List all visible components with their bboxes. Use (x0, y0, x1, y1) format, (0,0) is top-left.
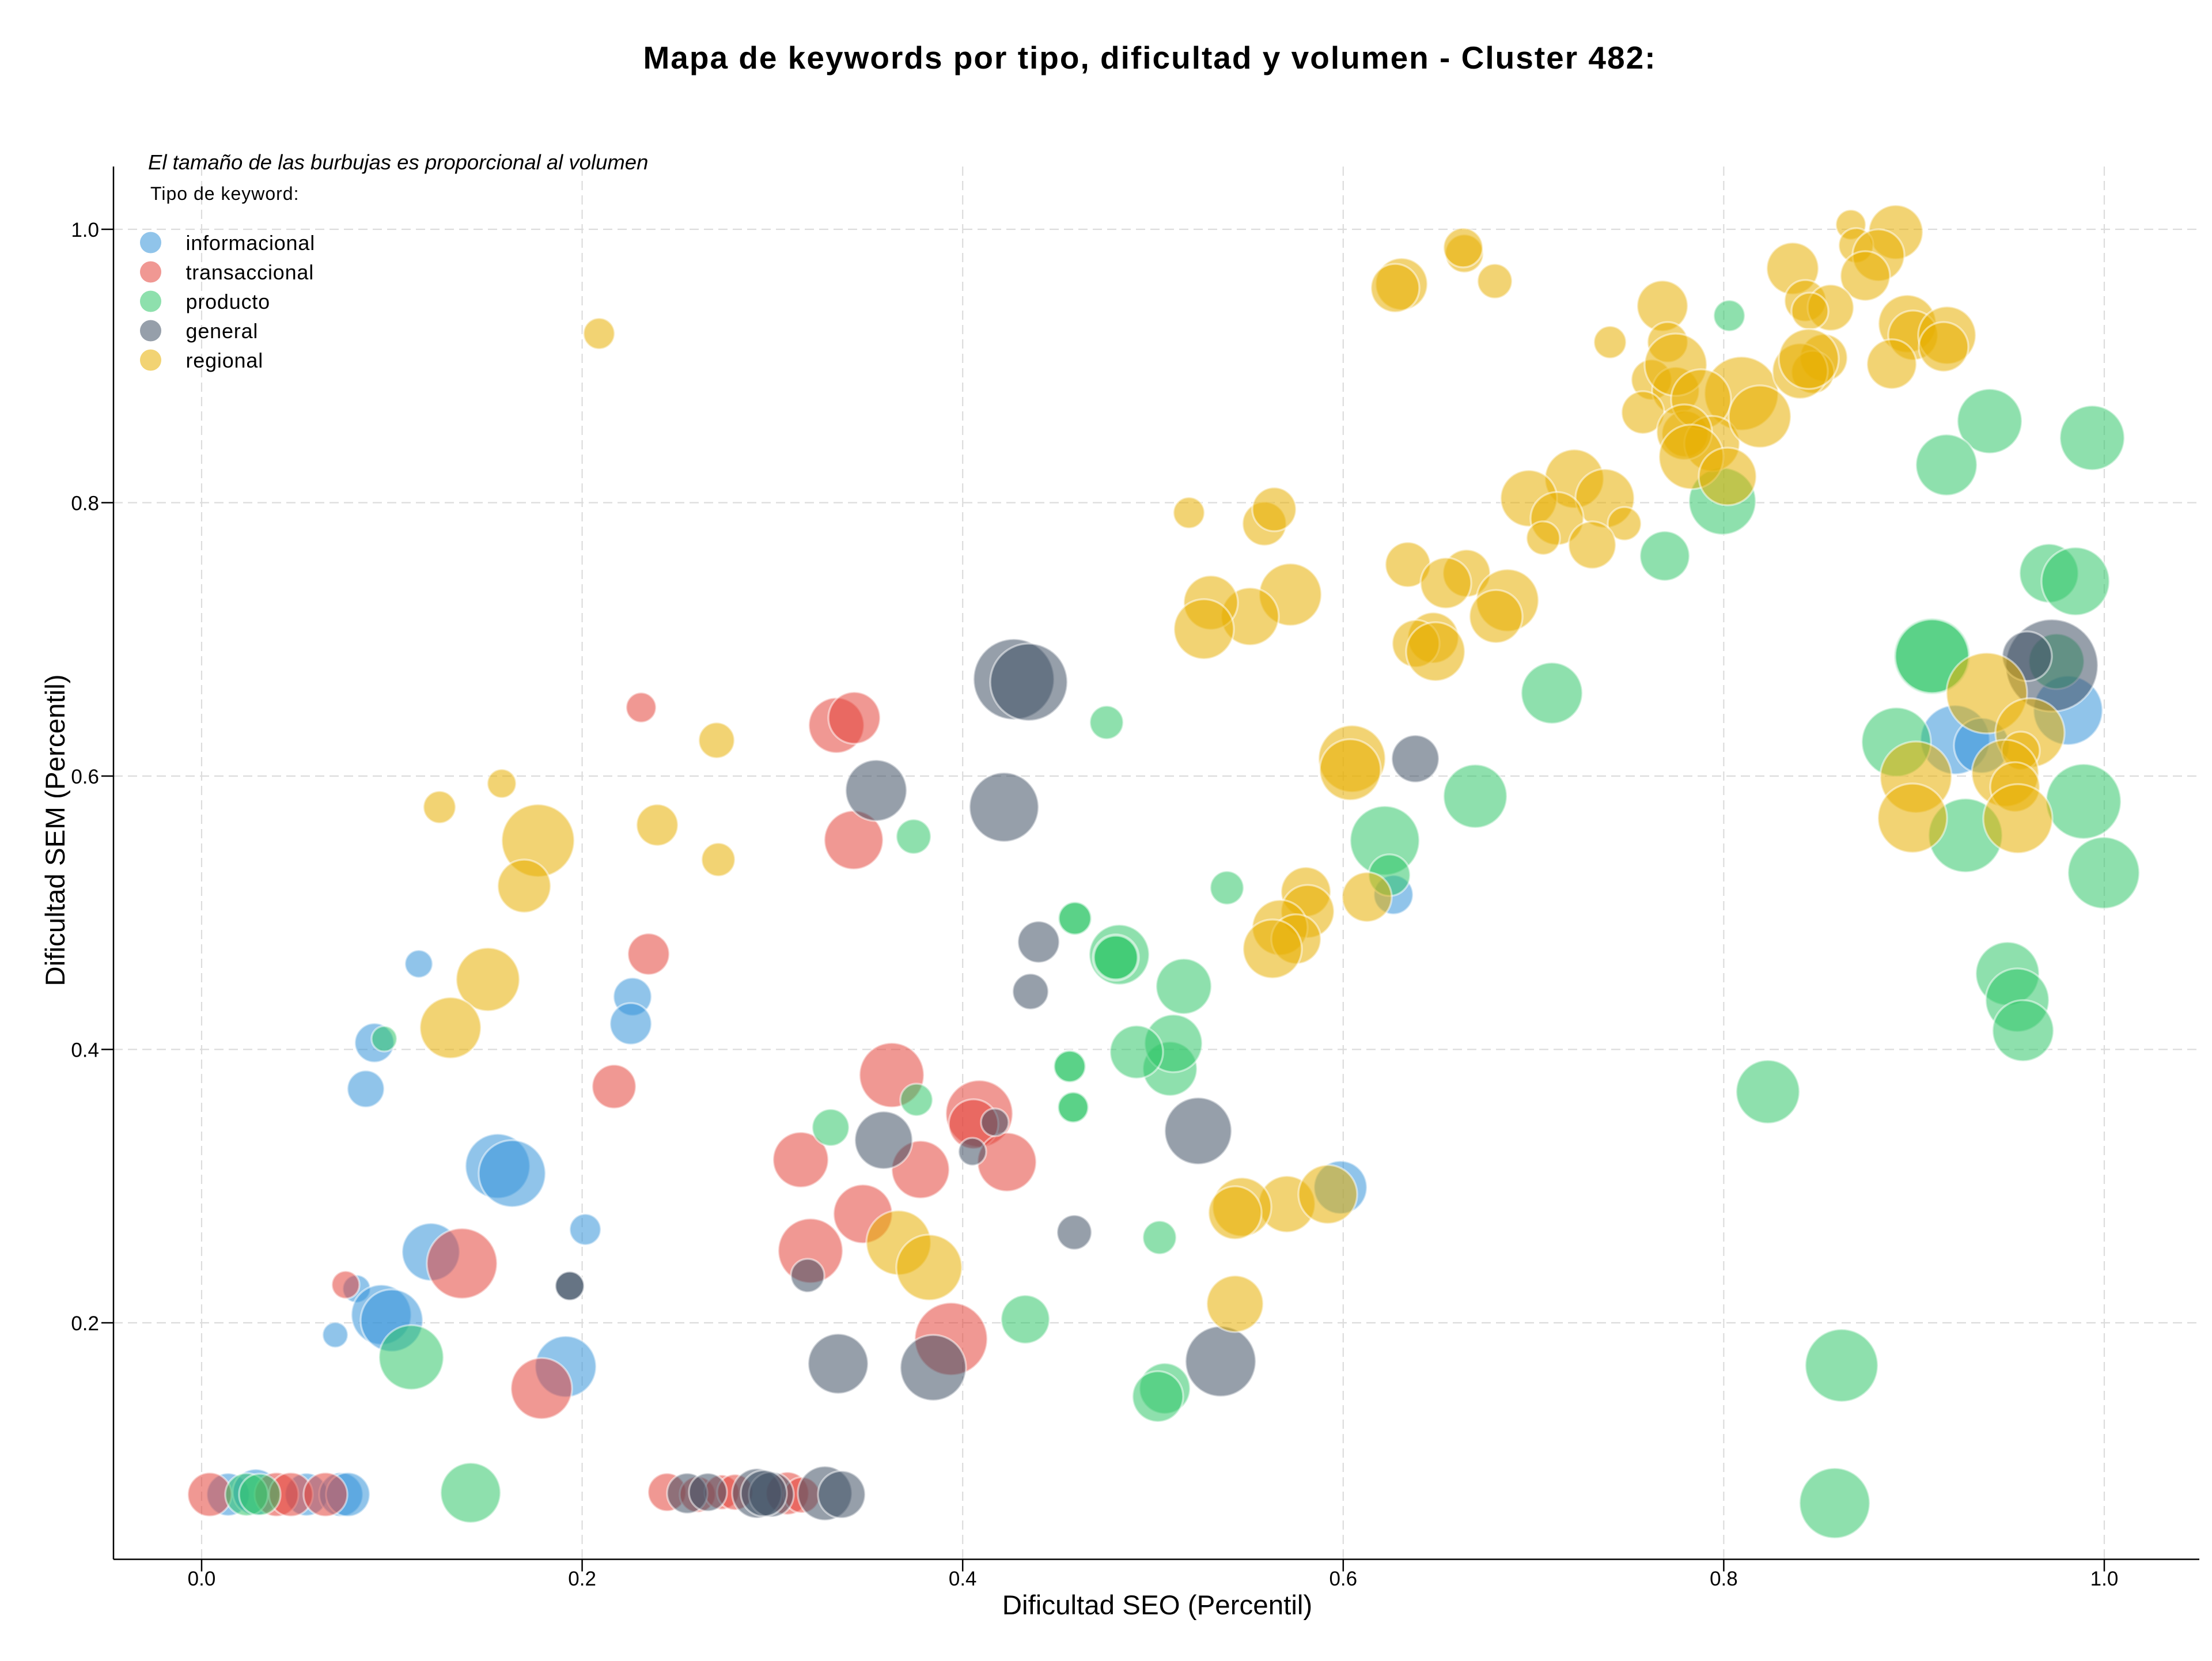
svg-text:transaccional: transaccional (186, 260, 315, 284)
svg-text:producto: producto (186, 290, 271, 313)
svg-text:0.6: 0.6 (71, 766, 99, 788)
svg-text:0.4: 0.4 (71, 1039, 99, 1062)
svg-text:Dificultad SEO (Percentil): Dificultad SEO (Percentil) (1002, 1590, 1313, 1621)
svg-text:Tipo de keyword:: Tipo de keyword: (150, 183, 299, 204)
svg-text:0.8: 0.8 (1710, 1568, 1738, 1590)
svg-text:Dificultad SEM (Percentil): Dificultad SEM (Percentil) (40, 674, 71, 986)
svg-text:0.4: 0.4 (949, 1568, 977, 1590)
svg-text:0.2: 0.2 (568, 1568, 596, 1590)
svg-text:general: general (186, 319, 259, 343)
svg-text:regional: regional (186, 349, 264, 372)
svg-text:Mapa de keywords por tipo, dif: Mapa de keywords por tipo, dificultad y … (643, 40, 1656, 75)
svg-text:1.0: 1.0 (2090, 1568, 2119, 1590)
svg-text:1.0: 1.0 (71, 219, 99, 241)
svg-text:0.8: 0.8 (71, 493, 99, 515)
svg-text:El tamaño de las burbujas es p: El tamaño de las burbujas es proporciona… (148, 150, 648, 174)
svg-text:0.6: 0.6 (1329, 1568, 1357, 1590)
svg-text:informacional: informacional (186, 231, 316, 255)
svg-text:0.0: 0.0 (188, 1568, 216, 1590)
svg-text:0.2: 0.2 (71, 1312, 99, 1335)
